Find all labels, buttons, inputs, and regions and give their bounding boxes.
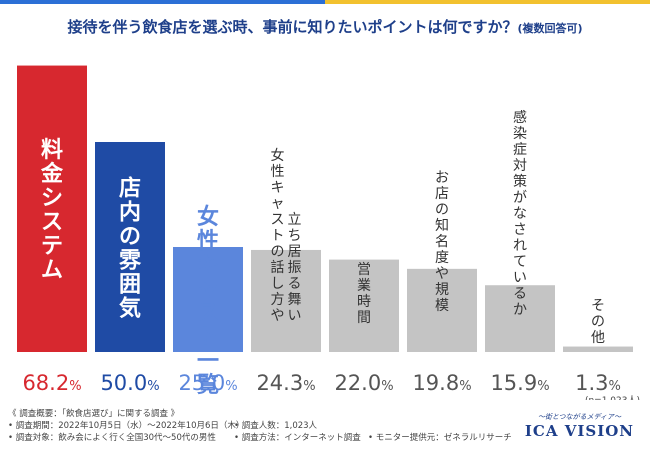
value-label-4: 24.3%: [256, 371, 315, 395]
category-label-3: 女性キャスト一覧: [197, 204, 219, 398]
bar-2: [95, 142, 165, 352]
chart-title: 接待を伴う飲食店を選ぶ時、事前に知りたいポイントは何ですか？(複数回答可): [0, 16, 650, 37]
stripe-yellow: [325, 0, 650, 4]
top-accent-stripe: [0, 0, 650, 4]
value-label-8: 1.3%: [575, 371, 621, 395]
sample-size-note: (n=1,023人): [585, 395, 640, 400]
value-label-1: 68.2%: [22, 371, 81, 395]
category-label-2: 店内の雰囲気: [119, 176, 142, 321]
bar-7: [485, 285, 555, 352]
stripe-blue: [0, 0, 325, 4]
chart-title-text: 接待を伴う飲食店を選ぶ時、事前に知りたいポイントは何ですか？: [67, 18, 518, 36]
chart-subtitle: (複数回答可): [517, 22, 583, 35]
bar-1: [17, 65, 87, 352]
value-label-7: 15.9%: [490, 371, 549, 395]
value-label-2: 50.0%: [100, 371, 159, 395]
notes-heading: 《 調査概要：「飲食店選び」に関する調査 》: [8, 409, 180, 419]
value-label-3: 25.0%: [178, 371, 237, 395]
survey-notes: 《 調査概要：「飲食店選び」に関する調査 》 • 調査期間：2022年10月5日…: [8, 408, 512, 444]
category-label-5: 営業時間: [357, 262, 371, 326]
category-label-1: 料金システム: [40, 138, 64, 283]
bar-4: [251, 249, 321, 352]
brand-logo-block: 〜街とつながるメディア〜 ICA VISION: [525, 412, 634, 440]
category-label-6: お店の知名度や規模: [435, 170, 449, 314]
bar-5: [329, 259, 399, 352]
notes-period: • 調査期間：2022年10月5日（水）～2022年10月6日（木）: [8, 421, 245, 431]
notes-provider: • モニター提供元：ゼネラルリサーチ: [368, 433, 512, 443]
category-label-4-line-1: 女性キャストの話し方や: [271, 147, 285, 324]
category-label-8: その他: [591, 298, 605, 346]
bar-3: [173, 247, 243, 352]
category-label-7: 感染症対策がなされているか: [513, 109, 527, 318]
brand-logo: ICA VISION: [524, 422, 634, 440]
bar-6: [407, 268, 477, 352]
notes-target: • 調査対象：飲み会によく行く全国30代～50代の男性: [8, 433, 216, 443]
bar-8: [563, 346, 633, 352]
value-label-5: 22.0%: [334, 371, 393, 395]
notes-people: • 調査人数：1,023人: [234, 421, 318, 431]
notes-method: • 調査方法：インターネット調査: [234, 433, 361, 443]
value-label-6: 19.8%: [412, 371, 471, 395]
category-label-4-line-2: 立ち居振る舞い: [288, 212, 302, 324]
brand-tagline: 〜街とつながるメディア〜: [537, 413, 622, 421]
